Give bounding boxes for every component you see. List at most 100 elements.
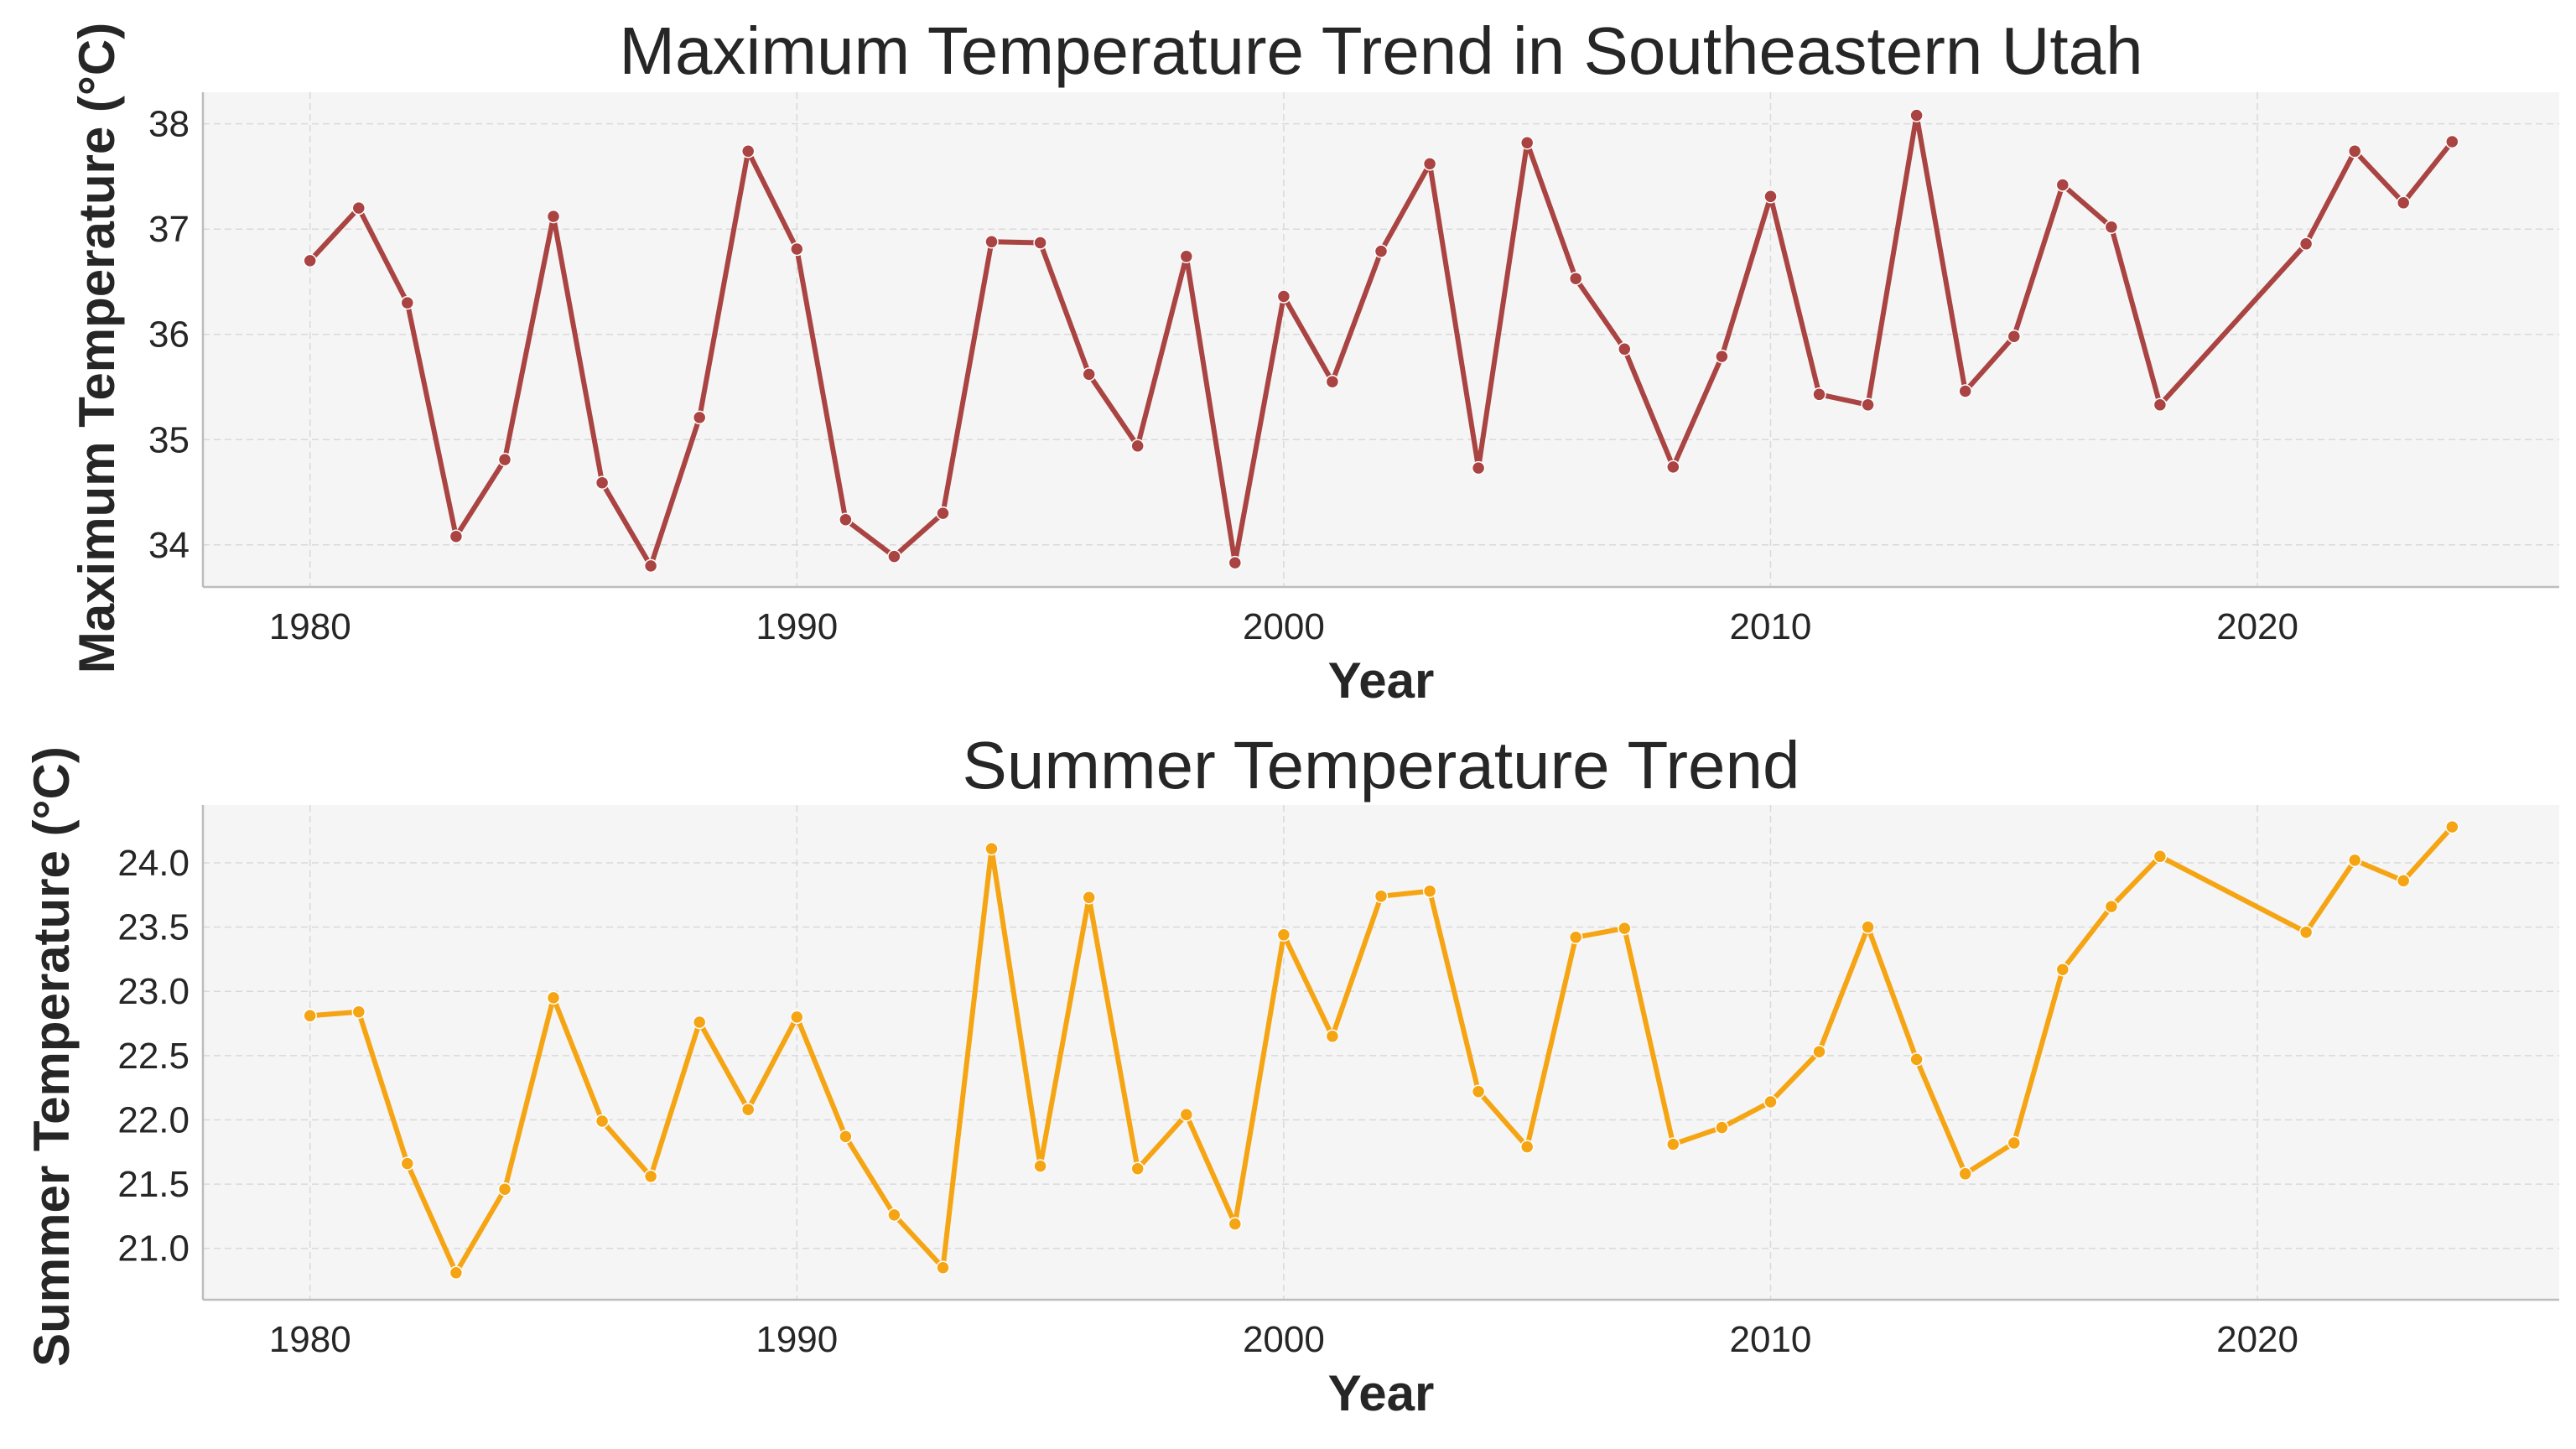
data-point [595, 475, 610, 490]
axes-spines [201, 92, 2559, 589]
data-point [497, 452, 512, 467]
y-tick-label: 37 [148, 209, 190, 250]
data-point [1568, 271, 1583, 286]
data-point [839, 1130, 853, 1144]
data-point [2445, 134, 2459, 149]
data-point [839, 512, 853, 527]
data-point [1422, 157, 1437, 171]
data-point [740, 1102, 756, 1117]
x-tick-label: 2000 [1243, 606, 1325, 647]
data-point [2153, 849, 2168, 864]
plot-area-background [203, 805, 2559, 1300]
axes-spines [201, 805, 2559, 1301]
series-point-layer [303, 819, 2459, 1280]
data-point [984, 235, 999, 249]
data-point [2104, 220, 2119, 234]
data-point [790, 242, 804, 257]
data-point [1666, 1137, 1680, 1151]
data-point [692, 1015, 707, 1030]
data-point [1422, 884, 1437, 898]
data-point [1618, 342, 1632, 356]
x-tick-label: 2010 [1730, 606, 1812, 647]
y-tick-label: 36 [148, 314, 190, 356]
data-point [1228, 1217, 1243, 1231]
data-point [1325, 1029, 1340, 1044]
data-point [1812, 1044, 1826, 1059]
data-point [1618, 921, 1632, 936]
data-point [2153, 397, 2168, 413]
data-point [643, 558, 658, 574]
summer-temperature-chart: 1980 1990 2000 2010 2020 21.0 21.5 22.0 22.5 23.… [23, 728, 2559, 1421]
data-point [1276, 289, 1291, 304]
data-point [1666, 460, 1680, 475]
chart-title: Maximum Temperature Trend in Southeaster… [619, 13, 2142, 88]
data-point [1033, 236, 1047, 250]
y-tick-label: 21.5 [117, 1164, 190, 1205]
data-point [1130, 439, 1145, 454]
data-point [2347, 144, 2362, 158]
data-point [546, 209, 561, 224]
data-point [1715, 349, 1729, 364]
data-point [740, 144, 756, 158]
data-point [2007, 329, 2022, 344]
y-tick-label: 23.0 [117, 971, 190, 1012]
data-point [1519, 136, 1535, 150]
data-point [1763, 1094, 1778, 1109]
x-tick-label: 2010 [1730, 1319, 1812, 1360]
data-point [400, 1156, 415, 1171]
data-point [2298, 236, 2314, 252]
data-point [351, 1005, 366, 1019]
data-point [1568, 930, 1583, 945]
data-point [2347, 853, 2362, 868]
x-tick-label: 2020 [2216, 1319, 2298, 1360]
data-point [2104, 899, 2119, 914]
data-point [1909, 108, 1924, 122]
data-point [595, 1114, 610, 1129]
data-point [887, 549, 901, 564]
y-tick-label: 23.5 [117, 907, 190, 948]
data-point [887, 1208, 901, 1223]
data-point [1909, 1052, 1924, 1067]
data-point [692, 410, 707, 425]
data-point [1228, 555, 1243, 570]
data-point [936, 1260, 950, 1275]
x-tick-label: 1990 [756, 1319, 838, 1360]
x-tick-label: 1980 [269, 606, 351, 647]
grid-lines [203, 92, 2559, 587]
data-point [1715, 1120, 1729, 1135]
data-point [1276, 927, 1291, 943]
data-point [2396, 874, 2411, 888]
data-point [1812, 387, 1826, 402]
data-point [449, 1265, 464, 1280]
y-tick-label: 22.5 [117, 1036, 190, 1077]
y-axis-label: Maximum Temperature (°C) [69, 23, 125, 673]
y-tick-label: 24.0 [117, 843, 190, 884]
data-point [2055, 962, 2070, 977]
data-point [984, 841, 999, 856]
y-tick-label: 21.0 [117, 1228, 190, 1270]
data-point [449, 529, 464, 543]
y-tick-labels: 21.0 21.5 22.0 22.5 23.0 23.5 24.0 [117, 843, 190, 1270]
data-point [1958, 1166, 1972, 1182]
x-axis-label: Year [1328, 1365, 1435, 1421]
x-tick-label: 2020 [2216, 606, 2298, 647]
max-temperature-chart: 1980 1990 2000 2010 2020 34 35 36 37 38 Maximum … [69, 13, 2559, 709]
data-point [1471, 1084, 1486, 1098]
data-point [497, 1182, 512, 1197]
data-point [2445, 819, 2459, 834]
data-point [1519, 1140, 1535, 1154]
data-point [303, 1009, 317, 1023]
data-point [790, 1010, 804, 1025]
data-point [1325, 374, 1340, 389]
y-tick-labels: 34 35 36 37 38 [148, 104, 190, 566]
x-tick-label: 1980 [269, 1319, 351, 1360]
y-tick-label: 35 [148, 419, 190, 460]
y-tick-label: 38 [148, 104, 190, 145]
y-tick-label: 22.0 [117, 1099, 190, 1140]
data-point [1861, 397, 1875, 413]
data-point [643, 1169, 658, 1184]
data-point [1179, 249, 1194, 264]
x-tick-label: 2000 [1243, 1319, 1325, 1360]
data-point [400, 295, 415, 310]
data-point [1471, 460, 1486, 475]
